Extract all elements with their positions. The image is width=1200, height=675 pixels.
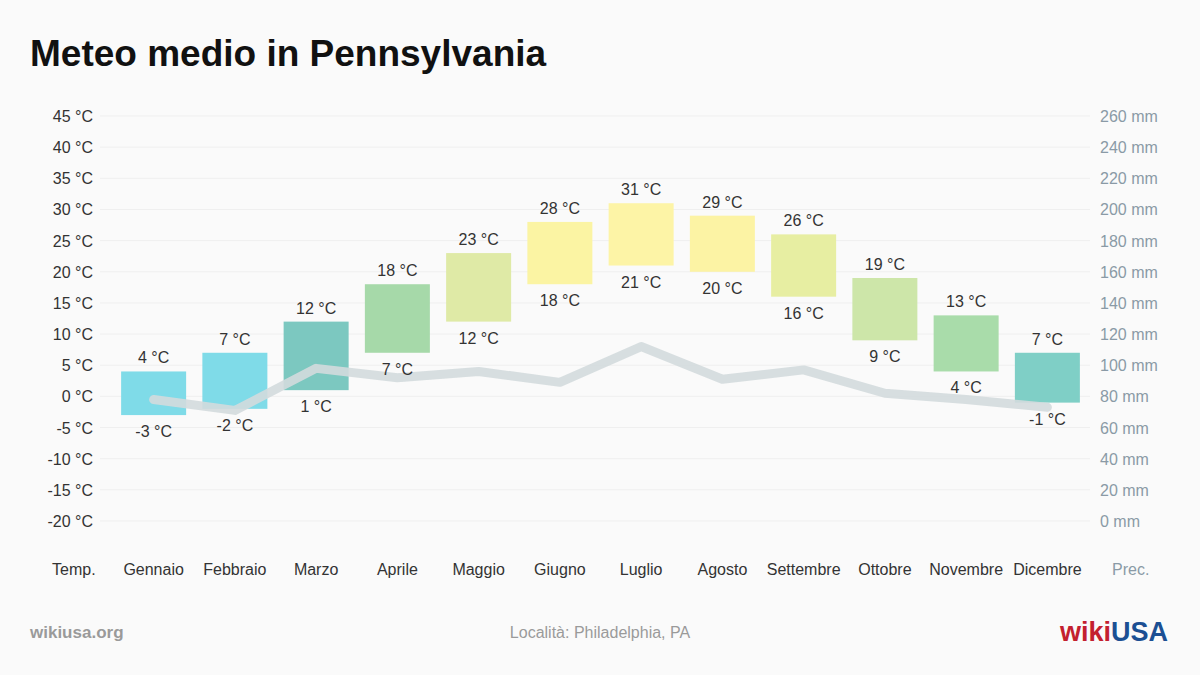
- data-label-low: 16 °C: [784, 305, 824, 322]
- data-label-low: -2 °C: [217, 417, 254, 434]
- x-tick-label: Dicembre: [1013, 561, 1082, 578]
- grid-line: [100, 458, 1090, 459]
- logo-part: wiki: [1059, 617, 1111, 647]
- data-label-low: 21 °C: [621, 274, 661, 291]
- x-tick-label: Febbraio: [203, 561, 266, 578]
- x-tick-label: Aprile: [377, 561, 418, 578]
- background: [0, 0, 1200, 675]
- y-tick-label: -15 °C: [47, 482, 93, 499]
- data-label-high: 29 °C: [702, 194, 742, 211]
- y-tick-label: 25 °C: [53, 233, 93, 250]
- y2-tick-label: 180 mm: [1100, 233, 1158, 250]
- logo: wikiUSA: [1059, 617, 1168, 647]
- y2-tick-label: 60 mm: [1100, 420, 1149, 437]
- range-bar: [852, 278, 917, 340]
- x-tick-label: Ottobre: [858, 561, 911, 578]
- subtitle: Località: Philadelphia, PA: [510, 624, 691, 641]
- y2-tick-label: 0 mm: [1100, 513, 1140, 530]
- x-tick-label: Gennaio: [123, 561, 184, 578]
- x-tick-label: Giugno: [534, 561, 586, 578]
- range-bar: [771, 234, 836, 296]
- range-bar: [365, 284, 430, 353]
- x-tick-label: Agosto: [697, 561, 747, 578]
- y-tick-label: -20 °C: [47, 513, 93, 530]
- data-label-high: 13 °C: [946, 293, 986, 310]
- y-tick-label: 10 °C: [53, 326, 93, 343]
- data-label-high: 12 °C: [296, 300, 336, 317]
- data-label-high: 31 °C: [621, 181, 661, 198]
- grid-line: [100, 116, 1090, 117]
- logo-part: USA: [1111, 617, 1168, 647]
- data-label-low: 1 °C: [300, 398, 331, 415]
- range-bar: [121, 371, 186, 415]
- data-label-low: -1 °C: [1029, 411, 1066, 428]
- data-label-low: 12 °C: [459, 330, 499, 347]
- range-bar: [527, 222, 592, 284]
- data-label-low: -3 °C: [135, 423, 172, 440]
- data-label-low: 7 °C: [382, 361, 413, 378]
- data-label-high: 26 °C: [784, 212, 824, 229]
- grid-line: [100, 178, 1090, 179]
- y-tick-label: 5 °C: [62, 357, 93, 374]
- y-tick-label: 20 °C: [53, 264, 93, 281]
- y-tick-label: 40 °C: [53, 139, 93, 156]
- title: Meteo medio in Pennsylvania: [30, 33, 547, 74]
- grid-line: [100, 147, 1090, 148]
- y-tick-label: 35 °C: [53, 170, 93, 187]
- grid-line: [100, 240, 1090, 241]
- grid-line: [100, 209, 1090, 210]
- x-tick-label: Marzo: [294, 561, 339, 578]
- y2-tick-label: 240 mm: [1100, 139, 1158, 156]
- grid-line: [100, 521, 1090, 522]
- data-label-low: 9 °C: [869, 348, 900, 365]
- y2-tick-label: 200 mm: [1100, 201, 1158, 218]
- range-bar: [690, 216, 755, 272]
- data-label-high: 23 °C: [459, 231, 499, 248]
- y-tick-label: -10 °C: [47, 451, 93, 468]
- x-tick-label: Maggio: [452, 561, 505, 578]
- data-label-high: 7 °C: [219, 331, 250, 348]
- x-tick-label: Novembre: [929, 561, 1003, 578]
- chart: Meteo medio in Pennsylvania -20 °C -15 °C -…: [0, 0, 1200, 675]
- y2-tick-label: 220 mm: [1100, 170, 1158, 187]
- data-label-high: 4 °C: [138, 349, 169, 366]
- grid-line: [100, 302, 1090, 303]
- data-label-low: 20 °C: [702, 280, 742, 297]
- grid: [100, 116, 1090, 521]
- y2-axis-label: Prec.: [1112, 561, 1149, 578]
- y2-tick-label: 20 mm: [1100, 482, 1149, 499]
- y2-tick-label: 140 mm: [1100, 295, 1158, 312]
- data-label-high: 19 °C: [865, 256, 905, 273]
- y2-tick-label: 80 mm: [1100, 388, 1149, 405]
- data-label-low: 18 °C: [540, 292, 580, 309]
- data-label-high: 28 °C: [540, 200, 580, 217]
- data-labels: 4 °C -3 °C 7 °C -2 °C 12 °C 1 °C 18 °C 7 °C 23 °…: [135, 181, 1065, 440]
- range-bar: [934, 315, 999, 371]
- data-label-low: 4 °C: [950, 379, 981, 396]
- grid-line: [100, 271, 1090, 272]
- y2-tick-label: 160 mm: [1100, 264, 1158, 281]
- range-bar: [446, 253, 511, 322]
- y2-tick-label: 100 mm: [1100, 357, 1158, 374]
- y-tick-label: -5 °C: [56, 420, 93, 437]
- x-tick-label: Settembre: [767, 561, 841, 578]
- source: wikiusa.org: [29, 623, 124, 642]
- precipitation-line: [154, 347, 1048, 411]
- range-bar: [609, 203, 674, 265]
- y-tick-label: 0 °C: [62, 388, 93, 405]
- marks: [121, 203, 1080, 415]
- grid-line: [100, 489, 1090, 490]
- y2-tick-label: 260 mm: [1100, 108, 1158, 125]
- y-tick-label: 45 °C: [53, 108, 93, 125]
- y2-tick-label: 120 mm: [1100, 326, 1158, 343]
- data-label-high: 18 °C: [377, 262, 417, 279]
- y-axis-label: Temp.: [52, 561, 96, 578]
- data-label-high: 7 °C: [1032, 331, 1063, 348]
- y2-tick-label: 40 mm: [1100, 451, 1149, 468]
- y-tick-label: 30 °C: [53, 201, 93, 218]
- y-tick-label: 15 °C: [53, 295, 93, 312]
- range-bar: [1015, 353, 1080, 403]
- x-tick-label: Luglio: [620, 561, 663, 578]
